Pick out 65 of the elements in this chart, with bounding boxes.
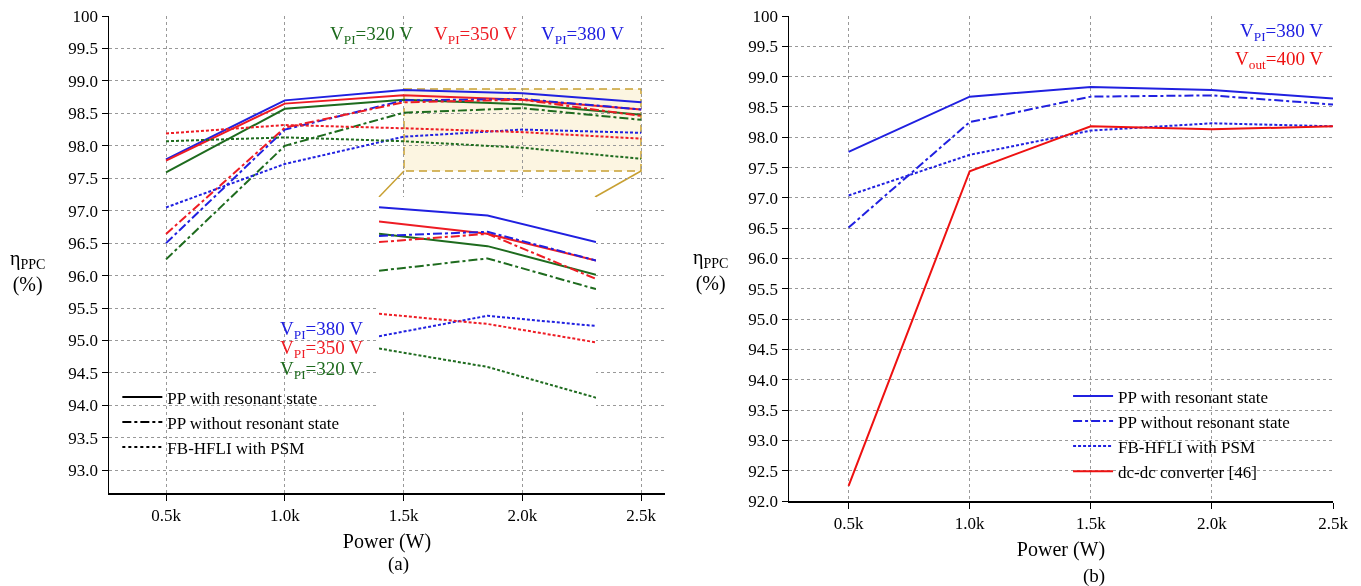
x-tick-label: 1.5k	[1075, 513, 1107, 533]
y-tick-label: 99.5	[748, 37, 779, 57]
text: (b)	[1083, 565, 1106, 586]
x-axis-title: Power (W)	[342, 530, 432, 554]
y-tick-label: 98.0	[68, 136, 99, 156]
y-tick-label: 97.0	[748, 188, 779, 208]
y-tick-label: 94.5	[748, 340, 779, 360]
y-tick-label: 96.5	[68, 234, 99, 254]
y-tick-label: 97.0	[68, 201, 99, 221]
y-tick-label: 100	[752, 6, 779, 26]
annotation: V$_{PI}$=320 V	[280, 358, 364, 382]
x-tick-label: 2.0k	[1197, 513, 1228, 533]
y-tick-label: 97.5	[748, 158, 779, 178]
y-axis-title: η$_{PPC}$ (%)	[693, 246, 729, 295]
x-tick-label: 1.0k	[269, 505, 301, 525]
legend-label: PP with resonant state	[167, 388, 318, 408]
y-tick-label: 93.5	[748, 401, 779, 421]
x-tick-label: 0.5k	[151, 505, 182, 525]
x-tick-label: 1.5k	[388, 505, 420, 525]
y-tick-label: 98.5	[68, 104, 99, 124]
y-tick-label: 98.0	[748, 128, 779, 148]
x-axis-title: Power (W)	[1016, 538, 1106, 562]
y-tick-label: 92.5	[748, 461, 779, 481]
x-tick-label: 2.0k	[507, 505, 538, 525]
legend-label: PP without resonant state	[167, 413, 340, 433]
y-tick-label: 100	[72, 6, 99, 26]
y-tick-label: 94.5	[68, 363, 99, 383]
y-tick-label: 95.5	[748, 279, 779, 299]
y-tick-label: 96.0	[68, 266, 99, 286]
line-series	[847, 85, 1333, 153]
x-tick-label: 1.0k	[954, 513, 986, 533]
y-tick-label: 94.0	[68, 396, 99, 416]
y-tick-label: 95.0	[68, 331, 99, 351]
y-tick-label: 95.5	[68, 298, 99, 318]
y-tick-label: 93.0	[68, 461, 99, 481]
legend-label: dc-dc converter [46]	[1118, 462, 1257, 482]
annotation: V$_{PI}$=320 V	[330, 23, 414, 47]
y-tick-label: 96.5	[748, 219, 779, 239]
y-tick-label: 94.0	[748, 370, 779, 390]
text: (a)	[388, 553, 410, 575]
y-tick-label: 99.5	[68, 39, 99, 59]
y-tick-label: 99.0	[68, 71, 99, 91]
y-tick-label: 96.0	[748, 249, 779, 269]
legend-label: PP with resonant state	[1118, 387, 1269, 407]
annotation: V$_{PI}$=350 V	[434, 23, 518, 47]
legend-label: PP without resonant state	[1118, 412, 1290, 432]
y-tick-label: 92.0	[748, 491, 779, 511]
legend-label: FB-HFLI with PSM	[1118, 437, 1256, 457]
y-tick-label: 98.5	[748, 97, 779, 117]
x-tick-label: 2.5k	[626, 505, 657, 525]
annotation: V$_{PI}$=380 V	[280, 318, 363, 342]
line-series	[847, 125, 1333, 487]
y-axis-title: η$_{PPC}$ (%)	[10, 247, 46, 296]
y-tick-label: 97.5	[68, 169, 99, 189]
annotation: V$_{out}$=400 V	[1235, 48, 1324, 72]
annotation: V$_{PI}$=380 V	[1240, 20, 1324, 44]
x-tick-label: 0.5k	[833, 513, 864, 533]
line-series	[847, 94, 1333, 229]
x-tick-label: 2.5k	[1318, 513, 1349, 533]
y-tick-label: 93.5	[68, 428, 99, 448]
y-tick-label: 95.0	[748, 310, 779, 330]
legend-label: FB-HFLI with PSM	[167, 438, 305, 458]
annotation: V$_{PI}$=380 V	[541, 23, 625, 47]
y-tick-label: 93.0	[748, 431, 779, 451]
y-tick-label: 99.0	[748, 67, 779, 87]
